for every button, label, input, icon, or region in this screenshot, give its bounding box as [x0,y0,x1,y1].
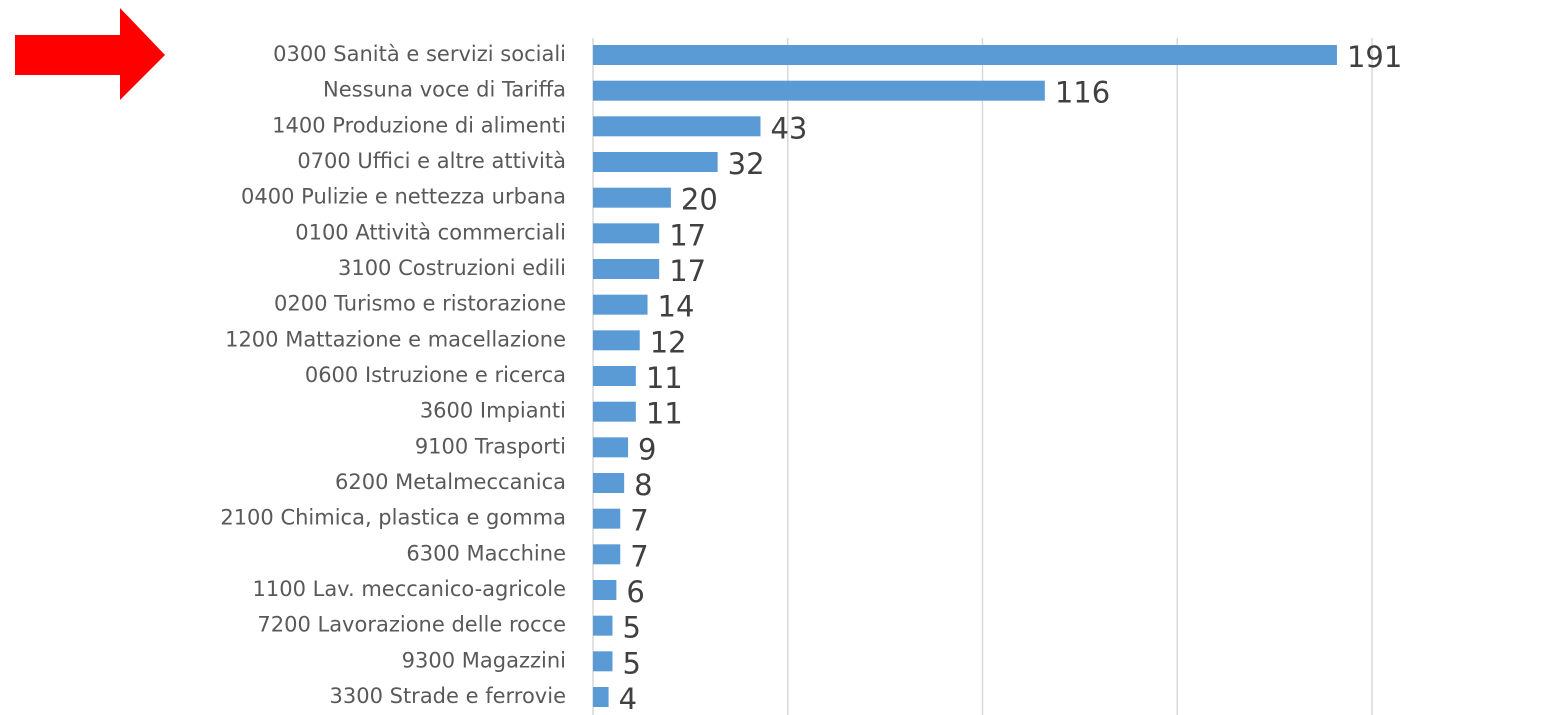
value-label: 17 [669,254,706,288]
value-label: 8 [634,468,652,502]
value-label: 32 [728,147,765,181]
value-label: 11 [646,397,683,431]
value-label: 4 [619,682,637,715]
category-label: 6300 Macchine [406,541,566,565]
value-label: 9 [638,432,656,466]
value-label: 116 [1055,76,1110,110]
bar [593,687,609,707]
value-label: 5 [622,646,640,680]
category-label: 9100 Trasporti [415,434,566,458]
category-label: 1200 Mattazione e macellazione [225,327,566,351]
bar [593,473,625,493]
category-label: 0600 Istruzione e ricerca [305,363,566,387]
category-label: 0400 Pulizie e nettezza urbana [241,185,566,209]
bar [593,651,613,672]
value-label: 20 [681,183,718,217]
bar [593,152,718,172]
category-label: 3100 Costruzioni edili [338,256,566,280]
category-label: 3600 Impianti [420,399,566,423]
category-label: 0700 Uffici e altre attività [297,149,566,173]
bar [593,508,621,529]
value-label: 11 [646,361,683,395]
value-label: 191 [1347,40,1402,74]
value-label: 14 [658,290,695,324]
category-label: 0300 Sanità e servizi sociali [273,42,566,66]
category-label: 2100 Chimica, plastica e gomma [220,506,566,530]
value-label: 5 [622,611,640,645]
bar [593,544,621,565]
value-label: 7 [630,504,648,538]
category-label: 1100 Lav. meccanico-agricole [253,577,567,601]
category-label: 3300 Strade e ferrovie [330,684,567,708]
bar [593,615,613,636]
value-label: 6 [626,575,644,609]
bar [593,580,617,600]
value-label: 43 [770,111,807,145]
value-label: 12 [650,325,687,359]
category-label: 0100 Attività commerciali [295,220,566,244]
bar [593,223,660,244]
bar [593,437,629,458]
value-label: 7 [630,539,648,573]
bar [593,259,660,279]
bar [593,80,1045,101]
category-label: 9300 Magazzini [402,648,566,672]
bar [593,294,648,315]
bar [593,366,636,386]
bar [593,187,671,208]
bar [593,45,1337,65]
bar [593,116,761,137]
value-label: 17 [669,218,706,252]
category-label: 6200 Metalmeccanica [335,470,566,494]
category-label: 0200 Turismo e ristorazione [274,292,566,316]
category-label: Nessuna voce di Tariffa [323,78,566,102]
bar [593,330,640,351]
category-label: 1400 Produzione di alimenti [272,113,566,137]
arrow [15,8,165,100]
bar [593,401,636,422]
category-label: 7200 Lavorazione delle rocce [257,613,566,637]
